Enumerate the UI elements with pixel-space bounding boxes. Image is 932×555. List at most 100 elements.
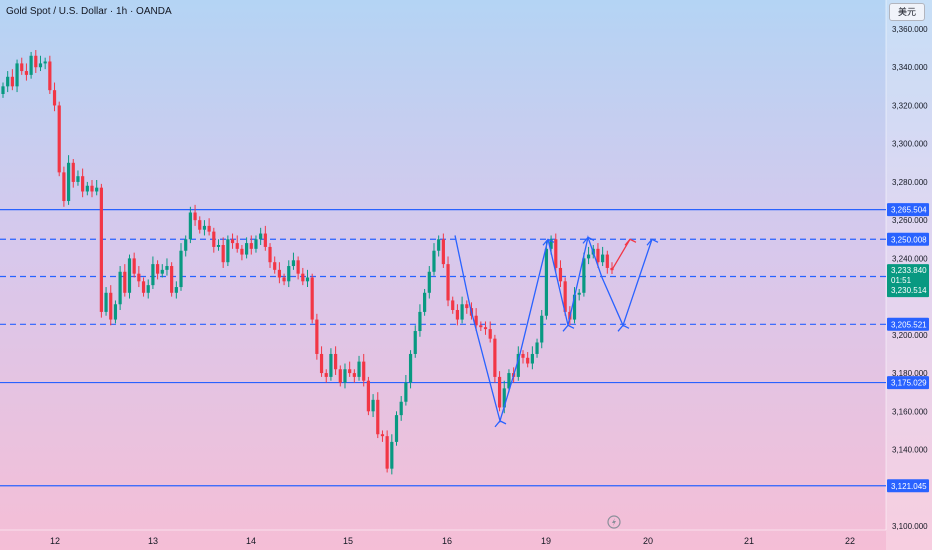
candle-body	[521, 353, 525, 358]
candles	[1, 50, 614, 475]
candle-body	[315, 319, 319, 354]
arrow-head	[624, 238, 637, 246]
candle-body	[460, 304, 464, 320]
arrow-head	[494, 420, 507, 428]
candle-body	[376, 399, 380, 435]
candle-body	[1, 86, 5, 94]
x-tick-label: 14	[246, 536, 256, 546]
candle-body	[601, 254, 605, 263]
candle-body	[174, 287, 178, 293]
candle-body	[235, 243, 239, 249]
candle-body	[348, 369, 352, 374]
y-tick-label: 3,200.000	[892, 331, 928, 340]
candle-body	[240, 248, 244, 255]
candle-body	[95, 187, 99, 192]
candle-body	[179, 250, 183, 288]
candle-body	[563, 281, 567, 312]
blue-projection-path	[454, 235, 653, 424]
candle-body	[230, 239, 235, 244]
y-tick-label: 3,240.000	[892, 254, 928, 263]
candle-body	[249, 243, 253, 249]
candle-body	[104, 292, 108, 312]
candle-body	[207, 225, 211, 232]
candle-body	[291, 260, 296, 267]
candle-body	[62, 172, 66, 202]
candle-body	[38, 63, 43, 68]
candle-body	[596, 248, 600, 263]
candle-body	[165, 266, 169, 270]
candle-body	[324, 373, 328, 377]
candle-body	[287, 266, 291, 282]
candle-body	[582, 258, 586, 293]
y-tick-label: 3,180.000	[892, 369, 928, 378]
candle-body	[146, 285, 150, 293]
candle-body	[99, 187, 103, 312]
y-axis-ticks: 3,360.000 3,340.000 3,320.000 3,300.000 3,28…	[892, 25, 928, 531]
y-tick-label: 3,280.000	[892, 178, 928, 187]
candle-body	[188, 212, 192, 240]
arrow-head	[582, 236, 595, 244]
candle-body	[52, 90, 57, 106]
y-tick-label: 3,340.000	[892, 63, 928, 72]
candle-body	[155, 264, 160, 274]
y-tick-label: 3,140.000	[892, 446, 928, 455]
x-tick-label: 22	[845, 536, 855, 546]
x-tick-label: 12	[50, 536, 60, 546]
candle-body	[535, 342, 539, 354]
candle-body	[404, 382, 408, 402]
candle-body	[277, 269, 281, 278]
candle-body	[305, 277, 310, 282]
label-resistance-top: 3,265.504	[891, 206, 927, 215]
candle-body	[329, 353, 333, 377]
candle-body	[441, 239, 445, 265]
red-projection-path	[611, 238, 631, 271]
currency-button[interactable]: 美元	[889, 3, 925, 21]
candle-body	[343, 369, 347, 383]
candle-body	[10, 76, 14, 87]
candle-body	[418, 311, 422, 332]
candle-body	[118, 271, 122, 305]
replay-icon[interactable]	[607, 515, 621, 529]
candle-body	[554, 239, 558, 268]
label-support-bottom: 3,121.045	[891, 482, 927, 491]
candle-body	[263, 233, 267, 247]
label-middle-dashed: 3,230.514	[891, 286, 927, 295]
label-support-bottom-bg	[887, 479, 929, 493]
current-price-label: 3,233.840	[891, 266, 927, 275]
candle-body	[202, 225, 207, 230]
candle-body	[34, 55, 38, 68]
candle-body	[586, 254, 591, 259]
candle-body	[24, 71, 29, 75]
candle-body	[502, 388, 506, 408]
x-tick-label: 16	[442, 536, 452, 546]
candle-body	[423, 292, 427, 312]
label-upper-dashed: 3,250.008	[891, 235, 927, 244]
candle-body	[132, 258, 136, 274]
y-tick-label: 3,320.000	[892, 101, 928, 110]
candle-body	[137, 273, 141, 282]
candle-body	[71, 162, 75, 182]
candle-body	[493, 338, 497, 377]
candle-body	[366, 380, 370, 412]
candle-body	[319, 353, 324, 374]
candle-body	[451, 300, 455, 310]
candle-body	[301, 273, 305, 282]
x-tick-label: 13	[148, 536, 158, 546]
chart-title: Gold Spot / U.S. Dollar · 1h · OANDA	[6, 6, 172, 17]
candle-body	[193, 212, 197, 221]
candle-body	[170, 266, 174, 293]
candle-body	[577, 292, 581, 295]
x-tick-label: 20	[643, 536, 653, 546]
candle-body	[334, 353, 338, 370]
candle-body	[15, 63, 19, 87]
candle-body	[371, 399, 375, 412]
candle-body	[6, 76, 10, 87]
candle-body	[184, 239, 188, 251]
candle-body	[57, 105, 61, 173]
label-upper-dashed-bg	[887, 232, 929, 246]
candle-body	[216, 245, 221, 247]
candle-body	[427, 271, 431, 293]
candle-body	[497, 376, 502, 408]
